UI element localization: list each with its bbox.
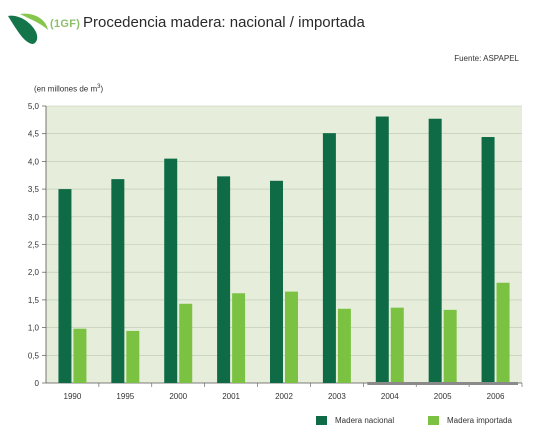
y-tick-label: 4,0 (28, 157, 40, 166)
x-tick-label: 2000 (169, 392, 187, 401)
y-tick-label: 3,0 (28, 213, 40, 222)
chart-code: (1GF) (50, 18, 81, 30)
bar-nacional-1995 (111, 179, 125, 383)
y-tick-label: 0,5 (28, 351, 40, 360)
bar-importada-1995 (126, 330, 140, 383)
y-tick-label: 1,5 (28, 296, 40, 305)
period-highlight-bar (367, 382, 518, 385)
bar-importada-2001 (232, 293, 246, 383)
bar-importada-2004 (390, 307, 404, 383)
legend-label-importada: Madera importada (447, 416, 512, 425)
x-tick-label: 1995 (116, 392, 134, 401)
x-tick-label: 2006 (487, 392, 505, 401)
legend-label-nacional: Madera nacional (335, 416, 395, 425)
bar-importada-2005 (443, 309, 457, 383)
y-tick-label: 4,5 (28, 130, 40, 139)
bar-nacional-1990 (58, 189, 72, 383)
bar-importada-2006 (496, 282, 510, 383)
y-tick-label: 3,5 (28, 185, 40, 194)
bar-nacional-2004 (375, 116, 389, 383)
legend-item-madera-importada: Madera importada (428, 416, 512, 426)
bar-nacional-2005 (428, 118, 442, 383)
legend-swatch-importada (428, 416, 439, 426)
bar-importada-2000 (179, 303, 193, 383)
bar-nacional-2003 (322, 133, 336, 383)
bar-nacional-2006 (481, 137, 495, 383)
x-tick-label: 2004 (381, 392, 399, 401)
x-tick-label: 1990 (64, 392, 82, 401)
x-tick-label: 2005 (434, 392, 452, 401)
legend-item-madera-nacional: Madera nacional (316, 416, 395, 426)
y-tick-label: 5,0 (28, 102, 40, 111)
y-tick-label: 2,0 (28, 268, 40, 277)
aspapel-leaf-logo-icon (8, 13, 48, 45)
x-tick-label: 2001 (222, 392, 240, 401)
bar-importada-1990 (73, 328, 87, 383)
x-tick-label: 2003 (328, 392, 346, 401)
y-axis-unit-label: (en millones de m3) (34, 84, 104, 94)
chart-title: Procedencia madera: nacional / importada (83, 14, 365, 31)
bar-importada-2003 (337, 308, 351, 383)
y-tick-label: 1,0 (28, 324, 40, 333)
bar-importada-2002 (285, 291, 298, 383)
bar-nacional-2001 (217, 176, 231, 383)
bar-nacional-2002 (270, 180, 283, 383)
legend-swatch-nacional (316, 416, 327, 426)
source-note: Fuente: ASPAPEL (454, 54, 519, 63)
y-tick-label: 2,5 (28, 241, 40, 250)
bar-nacional-2000 (164, 158, 178, 383)
y-tick-label: 0 (35, 379, 40, 388)
x-tick-label: 2002 (275, 392, 293, 401)
